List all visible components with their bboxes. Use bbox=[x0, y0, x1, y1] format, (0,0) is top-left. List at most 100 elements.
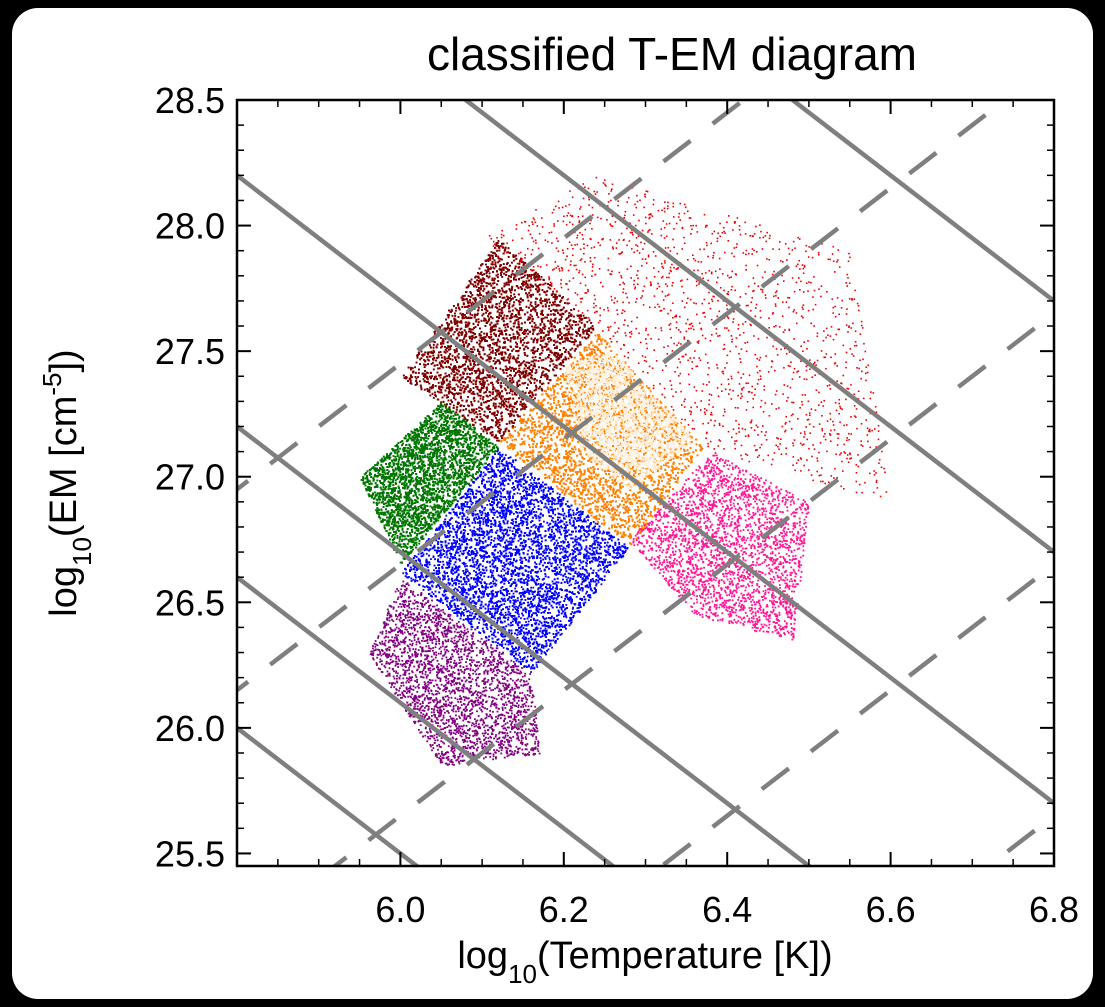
data-point bbox=[541, 578, 544, 581]
data-point bbox=[507, 580, 510, 583]
data-point bbox=[512, 599, 515, 602]
data-point bbox=[551, 502, 554, 505]
data-point bbox=[481, 512, 484, 515]
data-point bbox=[508, 502, 511, 505]
data-point bbox=[454, 604, 457, 607]
data-point bbox=[456, 521, 459, 524]
data-point bbox=[552, 536, 555, 539]
data-point bbox=[547, 528, 550, 530]
data-point bbox=[470, 625, 473, 628]
data-point bbox=[531, 477, 533, 479]
data-point bbox=[494, 511, 496, 514]
data-point bbox=[570, 537, 572, 540]
data-point bbox=[530, 547, 532, 550]
data-point bbox=[450, 542, 453, 545]
data-point bbox=[497, 543, 499, 545]
data-point bbox=[533, 557, 535, 559]
data-point bbox=[582, 539, 585, 542]
data-point bbox=[553, 543, 555, 546]
data-point bbox=[577, 604, 580, 606]
data-point bbox=[470, 500, 473, 503]
data-point bbox=[533, 481, 536, 484]
data-point bbox=[496, 516, 499, 519]
data-point bbox=[515, 508, 518, 510]
data-point bbox=[467, 616, 469, 619]
data-point bbox=[520, 530, 522, 533]
data-point bbox=[489, 610, 491, 613]
data-point bbox=[581, 566, 584, 568]
data-point bbox=[534, 646, 537, 649]
data-point bbox=[607, 551, 610, 554]
data-point bbox=[470, 577, 473, 580]
data-point bbox=[620, 556, 623, 559]
data-point bbox=[601, 539, 604, 542]
data-point bbox=[532, 486, 534, 488]
t-em-chart: classified T-EM diagram 6.0 6.2 6.4 6.6 6.8 … bbox=[37, 28, 1079, 989]
data-point bbox=[524, 639, 526, 642]
data-point bbox=[551, 506, 553, 509]
data-point bbox=[605, 571, 608, 574]
data-point bbox=[487, 609, 490, 612]
data-point bbox=[573, 522, 575, 524]
data-point bbox=[538, 567, 541, 570]
data-point bbox=[512, 548, 515, 551]
data-point bbox=[501, 641, 503, 643]
data-point bbox=[540, 547, 543, 550]
data-point bbox=[554, 556, 556, 559]
data-point bbox=[594, 528, 596, 531]
data-point bbox=[483, 532, 485, 535]
data-point bbox=[553, 567, 556, 569]
data-point bbox=[504, 643, 507, 646]
data-point bbox=[543, 577, 545, 580]
data-point bbox=[526, 490, 529, 493]
data-point bbox=[598, 548, 601, 550]
data-point bbox=[442, 576, 445, 579]
data-point bbox=[447, 578, 450, 580]
data-point bbox=[536, 651, 539, 654]
data-point bbox=[405, 571, 407, 574]
data-point bbox=[571, 524, 574, 527]
data-point bbox=[467, 506, 470, 508]
data-point bbox=[535, 608, 538, 610]
data-point bbox=[483, 593, 485, 596]
data-point bbox=[537, 633, 540, 636]
data-point bbox=[613, 562, 616, 565]
data-point bbox=[426, 586, 429, 588]
data-point bbox=[480, 607, 483, 610]
data-point bbox=[539, 500, 542, 502]
data-point bbox=[498, 613, 501, 615]
data-point bbox=[543, 506, 546, 509]
data-point bbox=[526, 587, 529, 590]
data-point bbox=[491, 481, 493, 483]
data-point bbox=[575, 555, 577, 557]
data-point bbox=[503, 603, 506, 605]
data-point bbox=[506, 530, 509, 533]
data-point bbox=[589, 562, 591, 564]
data-point bbox=[477, 596, 480, 599]
data-point bbox=[565, 616, 568, 619]
data-point bbox=[439, 556, 442, 559]
data-point bbox=[523, 539, 525, 542]
data-point bbox=[586, 559, 589, 562]
data-point bbox=[490, 482, 492, 485]
data-point bbox=[470, 620, 473, 622]
data-point bbox=[544, 534, 547, 537]
data-point bbox=[565, 604, 568, 606]
data-point bbox=[530, 509, 533, 512]
data-point bbox=[549, 612, 551, 614]
data-point bbox=[515, 647, 518, 649]
data-point bbox=[499, 537, 501, 539]
data-point bbox=[476, 501, 478, 504]
data-point bbox=[492, 498, 494, 501]
data-point bbox=[484, 566, 487, 569]
data-point bbox=[550, 515, 553, 518]
data-point bbox=[535, 647, 538, 649]
data-point bbox=[500, 528, 503, 531]
data-point bbox=[505, 532, 508, 534]
data-point bbox=[537, 623, 540, 626]
data-point bbox=[563, 560, 566, 562]
data-point bbox=[500, 487, 503, 490]
data-point bbox=[530, 526, 533, 528]
data-point bbox=[548, 556, 551, 559]
data-point bbox=[536, 666, 539, 668]
